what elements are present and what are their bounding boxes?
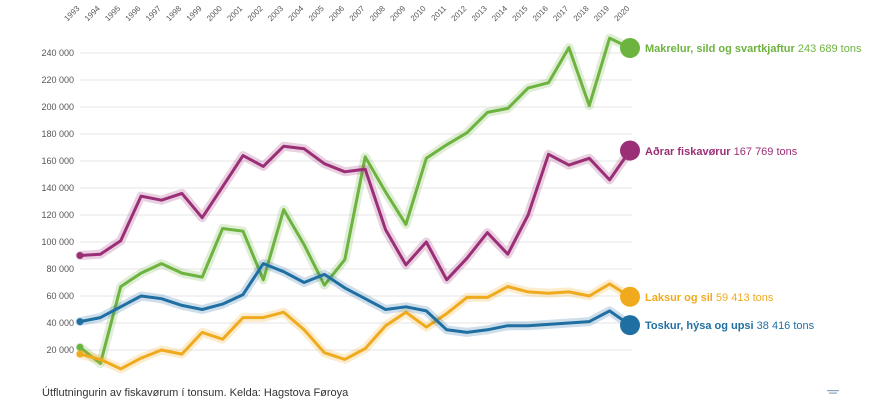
series-label: Toskur, hýsa og upsi 38 416 tons [645, 320, 815, 332]
series-end-point [620, 140, 640, 161]
x-tick-label: 2002 [246, 4, 265, 23]
y-tick-label: 20 000 [46, 345, 74, 355]
series-end-value: 167 769 tons [734, 146, 798, 158]
x-tick-label: 2001 [225, 4, 244, 23]
x-tick-label: 2009 [388, 4, 407, 23]
x-tick-label: 1998 [164, 4, 183, 23]
gridlines [80, 52, 632, 351]
series-line [78, 282, 632, 371]
x-axis: 1993 1994 1995 1996 1997 1998 1999 2000 2001 2002… [62, 4, 631, 23]
x-tick-label: 2011 [430, 4, 449, 23]
series-start-point [76, 343, 84, 351]
chart-caption: Útflutningurin av fiskavørum í tonsum. K… [42, 387, 349, 399]
x-tick-label: 2020 [612, 4, 631, 23]
x-tick-label: 2005 [307, 4, 326, 23]
x-tick-label: 2016 [531, 4, 550, 23]
x-tick-label: 2006 [327, 4, 346, 23]
series-name: Toskur, hýsa og upsi [645, 320, 757, 332]
series-start-point [76, 252, 84, 259]
x-tick-label: 2013 [470, 4, 489, 23]
series-line [78, 262, 632, 334]
y-axis: 20 000 40 000 60 000 80 000 100 000 120 000 14… [41, 48, 74, 355]
series-lines [75, 33, 640, 374]
series-start-point [76, 318, 84, 326]
y-tick-label: 160 000 [41, 156, 74, 166]
series-name: Makrelur, sild og svartkjaftur [645, 43, 798, 55]
series-label: Aðrar fiskavørur 167 769 tons [645, 146, 798, 158]
y-tick-label: 140 000 [41, 183, 74, 193]
series-line [78, 144, 632, 282]
x-tick-label: 1994 [83, 4, 102, 23]
series-label: Makrelur, sild og svartkjaftur 243 689 t… [645, 43, 862, 55]
y-tick-label: 100 000 [41, 237, 74, 247]
series-end-value: 243 689 tons [798, 43, 862, 55]
series-end-value: 59 413 tons [716, 292, 774, 304]
x-tick-label: 2019 [592, 4, 611, 23]
x-tick-label: 2017 [551, 4, 570, 23]
series-name: Aðrar fiskavørur [645, 146, 734, 158]
series-name: Laksur og sil [645, 292, 716, 304]
x-tick-label: 1997 [144, 4, 163, 23]
y-tick-label: 240 000 [41, 48, 74, 58]
x-tick-label: 2004 [287, 4, 306, 23]
x-tick-label: 1999 [185, 4, 204, 23]
x-tick-label: 2015 [511, 4, 530, 23]
x-tick-label: 1996 [124, 4, 143, 23]
y-tick-label: 180 000 [41, 129, 74, 139]
series-end-value: 38 416 tons [757, 320, 815, 332]
x-tick-label: 2000 [205, 4, 224, 23]
x-tick-label: 2003 [266, 4, 285, 23]
source-logo-icon [827, 390, 839, 394]
y-tick-label: 220 000 [41, 75, 74, 85]
series-end-point [620, 315, 640, 336]
y-tick-label: 120 000 [41, 210, 74, 220]
x-tick-label: 2012 [450, 4, 469, 23]
x-tick-label: 2014 [490, 4, 509, 23]
y-tick-label: 200 000 [41, 102, 74, 112]
y-tick-label: 40 000 [46, 318, 74, 328]
y-tick-label: 60 000 [46, 291, 74, 301]
series-start-point [76, 350, 84, 358]
end-labels: Makrelur, sild og svartkjaftur 243 689 t… [645, 43, 862, 332]
y-tick-label: 80 000 [46, 264, 74, 274]
x-tick-label: 2008 [368, 4, 387, 23]
series-label: Laksur og sil 59 413 tons [645, 292, 774, 304]
x-tick-label: 1993 [62, 4, 81, 23]
series-end-point [620, 286, 640, 307]
x-tick-label: 2010 [409, 4, 428, 23]
series-line [78, 36, 632, 365]
series-end-point [620, 38, 640, 59]
x-tick-label: 1995 [103, 4, 122, 23]
x-tick-label: 2007 [348, 4, 367, 23]
x-tick-label: 2018 [572, 4, 591, 23]
